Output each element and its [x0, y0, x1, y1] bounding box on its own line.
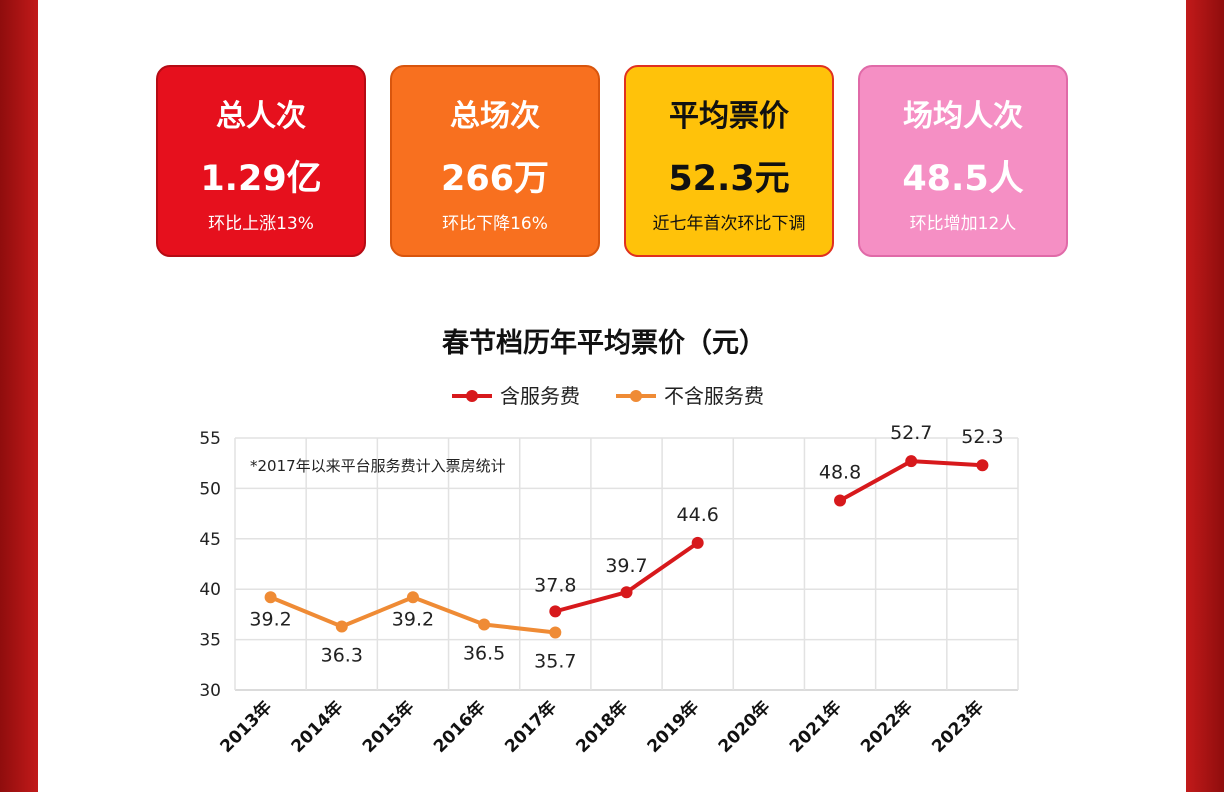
x-tick-label: 2016年	[429, 697, 489, 757]
data-point	[834, 494, 847, 507]
x-tick-label: 2023年	[928, 697, 988, 757]
data-label: 36.5	[463, 642, 505, 664]
data-point	[549, 626, 562, 639]
data-label: 36.3	[321, 644, 363, 666]
y-tick-label: 35	[199, 631, 221, 651]
x-tick-label: 2019年	[643, 697, 703, 757]
chart-series: 37.8 39.7 44.6 48.8 52.7 52.3 39.2 36.3 39.2 36.5…	[249, 422, 1003, 672]
y-tick-label: 45	[199, 530, 221, 550]
card-value: 1.29亿	[200, 159, 322, 199]
card-value: 48.5人	[902, 159, 1024, 199]
data-point	[406, 591, 419, 604]
card-title: 场均人次	[903, 99, 1023, 134]
data-point	[691, 536, 704, 549]
legend-label: 不含服务费	[664, 384, 764, 408]
admissions-per-screening-card: 场均人次 48.5人 环比增加12人	[858, 65, 1068, 257]
data-point	[976, 459, 989, 472]
y-tick-label: 40	[199, 580, 221, 600]
data-point	[335, 620, 348, 633]
left-border	[0, 0, 38, 792]
data-label: 39.2	[249, 608, 291, 630]
data-point	[905, 455, 918, 468]
data-point	[478, 618, 491, 631]
data-label: 39.7	[605, 555, 647, 577]
card-subtitle: 环比上涨13%	[208, 214, 314, 234]
card-value: 266万	[440, 159, 550, 199]
card-title: 平均票价	[669, 99, 789, 134]
x-tick-label: 2014年	[287, 697, 347, 757]
y-tick-label: 55	[199, 429, 221, 449]
total-screenings-card: 总场次 266万 环比下降16%	[390, 65, 600, 257]
data-label: 39.2	[392, 608, 434, 630]
total-admissions-card: 总人次 1.29亿 环比上涨13%	[156, 65, 366, 257]
data-point	[549, 605, 562, 618]
card-value: 52.3元	[668, 159, 790, 199]
series-不含服务费	[264, 591, 562, 639]
card-title: 总场次	[450, 99, 540, 134]
x-tick-label: 2017年	[501, 697, 561, 757]
data-point	[264, 591, 277, 604]
data-point	[620, 586, 633, 599]
series-含服务费	[549, 455, 989, 618]
legend-marker	[630, 390, 642, 402]
x-tick-label: 2018年	[572, 697, 632, 757]
data-label: 37.8	[534, 574, 576, 596]
y-tick-label: 30	[199, 681, 221, 701]
average-ticket-price-card: 平均票价 52.3元 近七年首次环比下调	[624, 65, 834, 257]
card-subtitle: 近七年首次环比下调	[652, 214, 806, 234]
card-title: 总人次	[216, 99, 306, 134]
data-label: 44.6	[677, 504, 719, 526]
data-label: 35.7	[534, 651, 576, 673]
data-label: 52.7	[890, 422, 932, 444]
y-tick-label: 50	[199, 479, 221, 499]
card-subtitle: 环比下降16%	[442, 214, 548, 234]
x-tick-label: 2021年	[785, 697, 845, 757]
chart-note: *2017年以来平台服务费计入票房统计	[250, 457, 506, 475]
x-tick-label: 2013年	[216, 697, 276, 757]
card-subtitle: 环比增加12人	[909, 214, 1017, 234]
data-label: 48.8	[819, 461, 861, 483]
x-tick-label: 2020年	[714, 697, 774, 757]
legend-marker	[466, 390, 478, 402]
chart-legend: 含服务费 不含服务费	[452, 384, 764, 408]
chart-title: 春节档历年平均票价（元）	[442, 327, 766, 359]
data-label: 52.3	[961, 426, 1003, 448]
legend-label: 含服务费	[500, 384, 580, 408]
right-border	[1186, 0, 1224, 792]
x-tick-label: 2022年	[856, 697, 916, 757]
x-tick-label: 2015年	[358, 697, 418, 757]
